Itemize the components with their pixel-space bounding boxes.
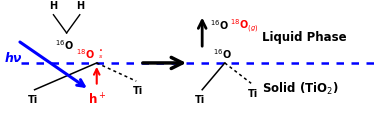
Text: $^{16}$O: $^{16}$O — [55, 38, 74, 52]
Text: H: H — [50, 1, 57, 11]
Text: $^{16}$O: $^{16}$O — [210, 18, 229, 31]
Text: Ti: Ti — [133, 86, 143, 96]
Text: $^{16}$O: $^{16}$O — [214, 47, 232, 60]
Text: Ti: Ti — [28, 94, 38, 104]
Text: $_s^{\bullet}$: $_s^{\bullet}$ — [98, 47, 103, 60]
Text: hν: hν — [5, 52, 22, 65]
Text: Solid (TiO$_2$): Solid (TiO$_2$) — [262, 80, 339, 96]
Text: $^{18}$O: $^{18}$O — [76, 47, 95, 60]
Text: h$^+$: h$^+$ — [88, 91, 106, 106]
Text: H: H — [76, 1, 84, 11]
Text: Liquid Phase: Liquid Phase — [262, 30, 347, 43]
Text: Ti: Ti — [248, 88, 258, 98]
Text: Ti: Ti — [195, 94, 205, 104]
Text: $^{18}$O$_{(g)}$: $^{18}$O$_{(g)}$ — [231, 18, 259, 35]
